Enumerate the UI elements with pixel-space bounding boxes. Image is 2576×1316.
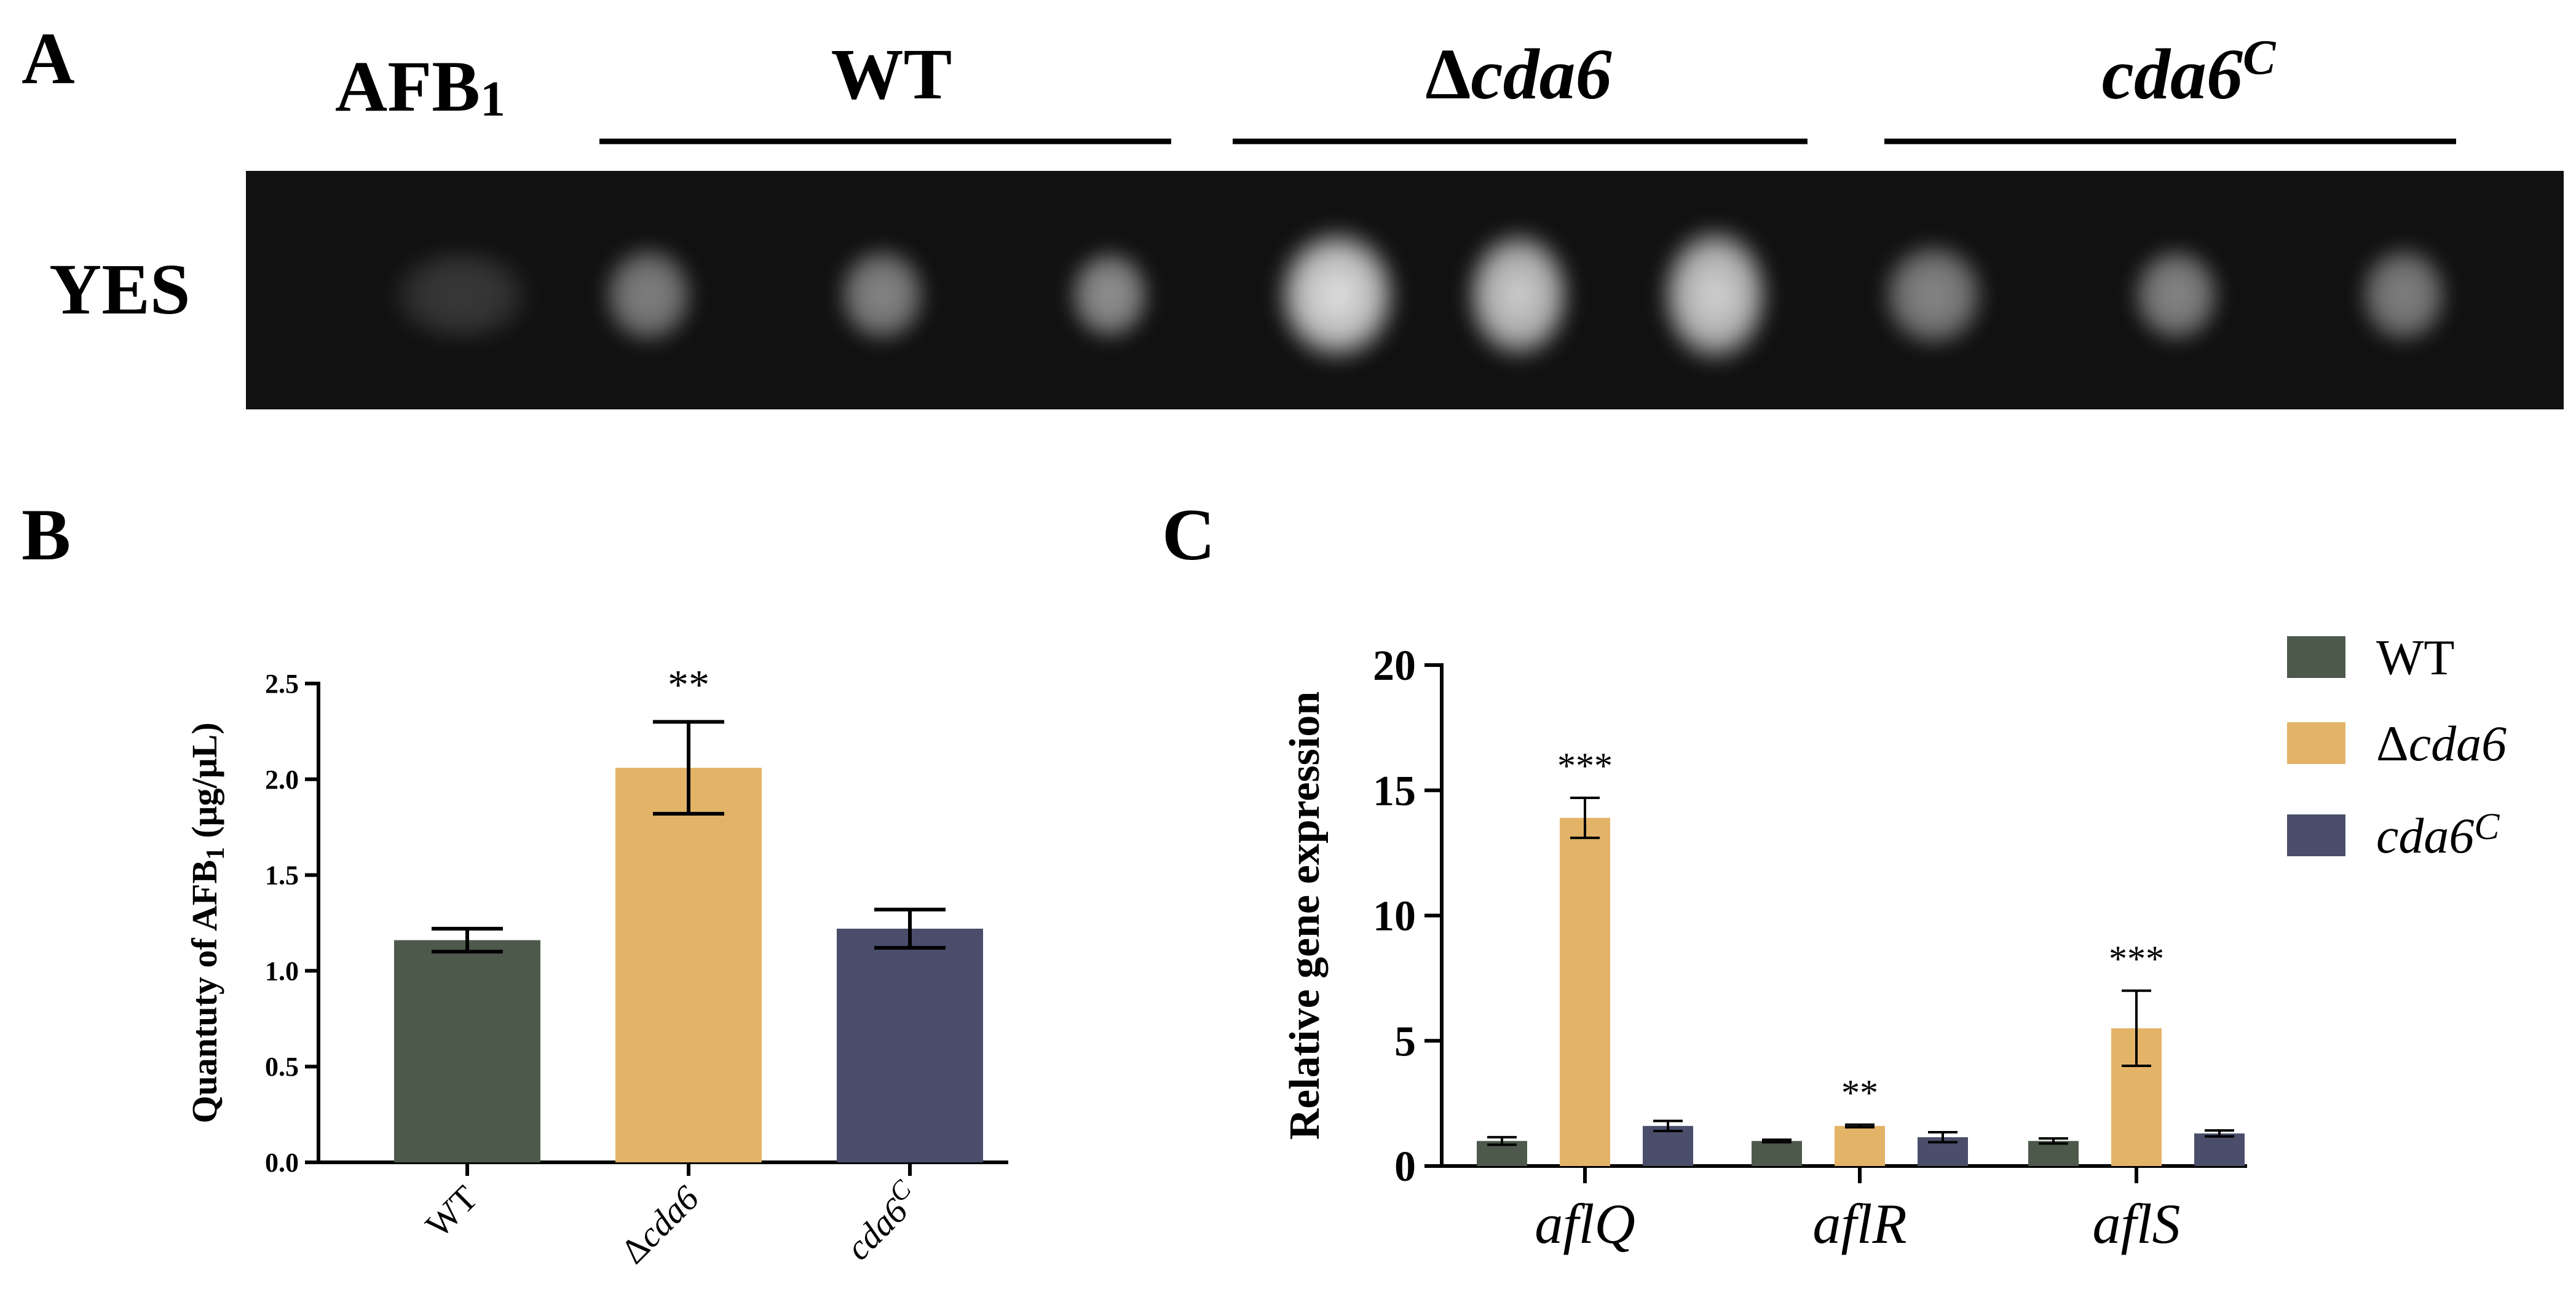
chart-relative-gene-expression: 0 5 10 15 20 *** aflQ ** aflR *** aflS Relative gen… [1281,642,2247,1255]
y-tick-label: 15 [1373,768,1416,815]
legend-swatch [2287,636,2345,678]
tlc-spot [599,242,698,348]
bar [837,928,983,1162]
tlc-spots [387,223,2452,368]
x-tick-label: aflQ [1535,1192,1635,1255]
x-tick-label: cda6C [834,1174,928,1268]
panel-a-letter: A [22,17,75,99]
panel-b-letter: B [22,494,71,575]
significance-label: ** [668,661,709,707]
significance-label: ** [1841,1073,1878,1113]
y-tick-label: 1.5 [265,861,299,891]
bar [1835,1125,1885,1166]
legend-swatch [2287,722,2345,764]
tlc-spot [1878,238,1989,352]
tlc-spot [2128,243,2224,347]
yes-row-label: YES [49,249,191,329]
legend-label: cda6C [2376,806,2500,864]
y-tick-label: 10 [1373,893,1416,940]
tlc-spot [387,245,535,345]
tlc-spot [1657,223,1774,368]
y-tick-label: 0.0 [265,1148,299,1178]
tlc-spot [1462,226,1575,364]
tlc-spot [2356,242,2452,348]
chart-c-legend: WT Δcda6 cda6C [2287,629,2507,864]
significance-label: *** [1557,746,1613,786]
bar [615,768,762,1162]
comp-group-label: cda6C [2102,31,2277,114]
delta-group-label: Δcda6 [1425,34,1611,114]
bar [2028,1141,2079,1166]
bar [2194,1133,2245,1166]
x-tick-label: aflR [1812,1192,1906,1255]
afb1-lane-header: AFB1 [335,46,505,127]
x-tick-label: Δcda6 [613,1178,706,1271]
y-axis-label: Relative gene expression [1281,691,1329,1140]
bar [1560,818,1610,1166]
y-tick-label: 5 [1394,1018,1416,1065]
chart-afb1-quantity: 0.0 0.5 1.0 1.5 2.0 2.5 WT ** Δcda6 cda6C Quantuty… [184,661,1008,1271]
legend-swatch [2287,814,2345,856]
y-axis-label: Quantuty of AFB1 (μg/μL) [184,722,230,1123]
x-tick-label: WT [417,1178,485,1245]
y-tick-label: 2.0 [265,765,299,795]
significance-label: *** [2109,939,2164,979]
bar [1643,1125,1693,1166]
bar [1752,1141,1802,1166]
x-tick-label: aflS [2092,1192,2180,1255]
y-tick-label: 0 [1394,1143,1416,1191]
legend-label: WT [2376,629,2454,685]
y-tick-label: 0.5 [265,1052,299,1082]
legend-label: Δcda6 [2376,715,2507,771]
y-tick-label: 20 [1373,642,1416,690]
y-tick-label: 2.5 [265,669,299,699]
wt-group-label: WT [831,34,952,114]
bar [394,940,540,1162]
y-tick-label: 1.0 [265,956,299,986]
tlc-spot [1273,224,1402,366]
tlc-spot [1065,246,1154,344]
tlc-spot [834,243,930,347]
panel-c-letter: C [1162,494,1215,575]
